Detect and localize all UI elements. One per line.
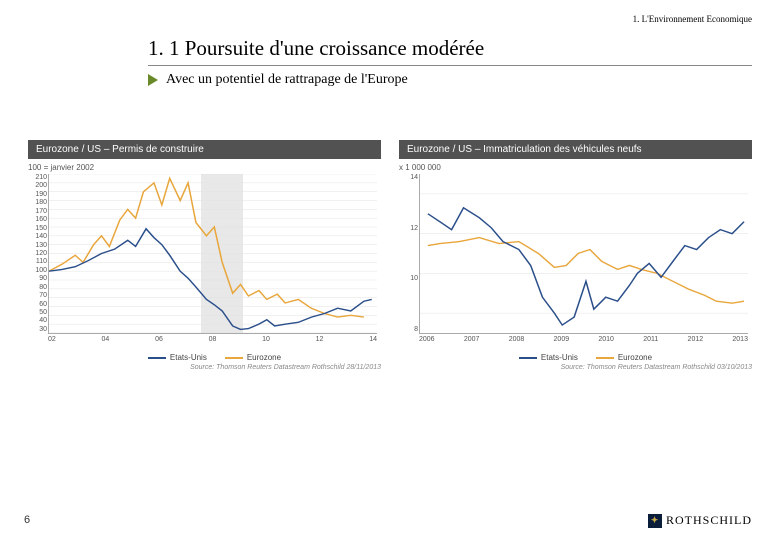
chart-right-header: Eurozone / US – Immatriculation des véhi… — [399, 140, 752, 159]
legend-us: Etats-Unis — [541, 353, 578, 362]
page-title: 1. 1 Poursuite d'une croissance modérée — [148, 36, 752, 61]
title-block: 1. 1 Poursuite d'une croissance modérée — [148, 36, 752, 66]
page-number: 6 — [24, 514, 30, 526]
charts-container: Eurozone / US – Permis de construire 100… — [28, 140, 752, 371]
legend-eu: Eurozone — [247, 353, 281, 362]
chart-right-legend: Etats-Unis Eurozone — [419, 353, 752, 362]
chart-right-ynote: x 1 000 000 — [399, 163, 752, 172]
arrow-icon — [148, 74, 158, 86]
chart-left: Eurozone / US – Permis de construire 100… — [28, 140, 381, 371]
chart-left-legend: Etats-Unis Eurozone — [48, 353, 381, 362]
logo: ✦ ROTHSCHILD — [648, 513, 752, 528]
chart-left-source: Source: Thomson Reuters Datastream Roths… — [28, 364, 381, 371]
subtitle-row: Avec un potentiel de rattrapage de l'Eur… — [148, 72, 408, 88]
chart-left-plot: 2102001901801701601501401301201101009080… — [48, 174, 377, 334]
chart-left-ynote: 100 = janvier 2002 — [28, 163, 381, 172]
legend-eu: Eurozone — [618, 353, 652, 362]
subtitle: Avec un potentiel de rattrapage de l'Eur… — [166, 72, 408, 88]
legend-us: Etats-Unis — [170, 353, 207, 362]
breadcrumb: 1. L'Environnement Economique — [633, 14, 752, 24]
logo-text: ROTHSCHILD — [666, 513, 752, 528]
chart-right-plot: 1412108 — [419, 174, 748, 334]
chart-right: Eurozone / US – Immatriculation des véhi… — [399, 140, 752, 371]
chart-left-header: Eurozone / US – Permis de construire — [28, 140, 381, 159]
chart-right-source: Source: Thomson Reuters Datastream Roths… — [399, 364, 752, 371]
logo-icon: ✦ — [648, 514, 662, 528]
